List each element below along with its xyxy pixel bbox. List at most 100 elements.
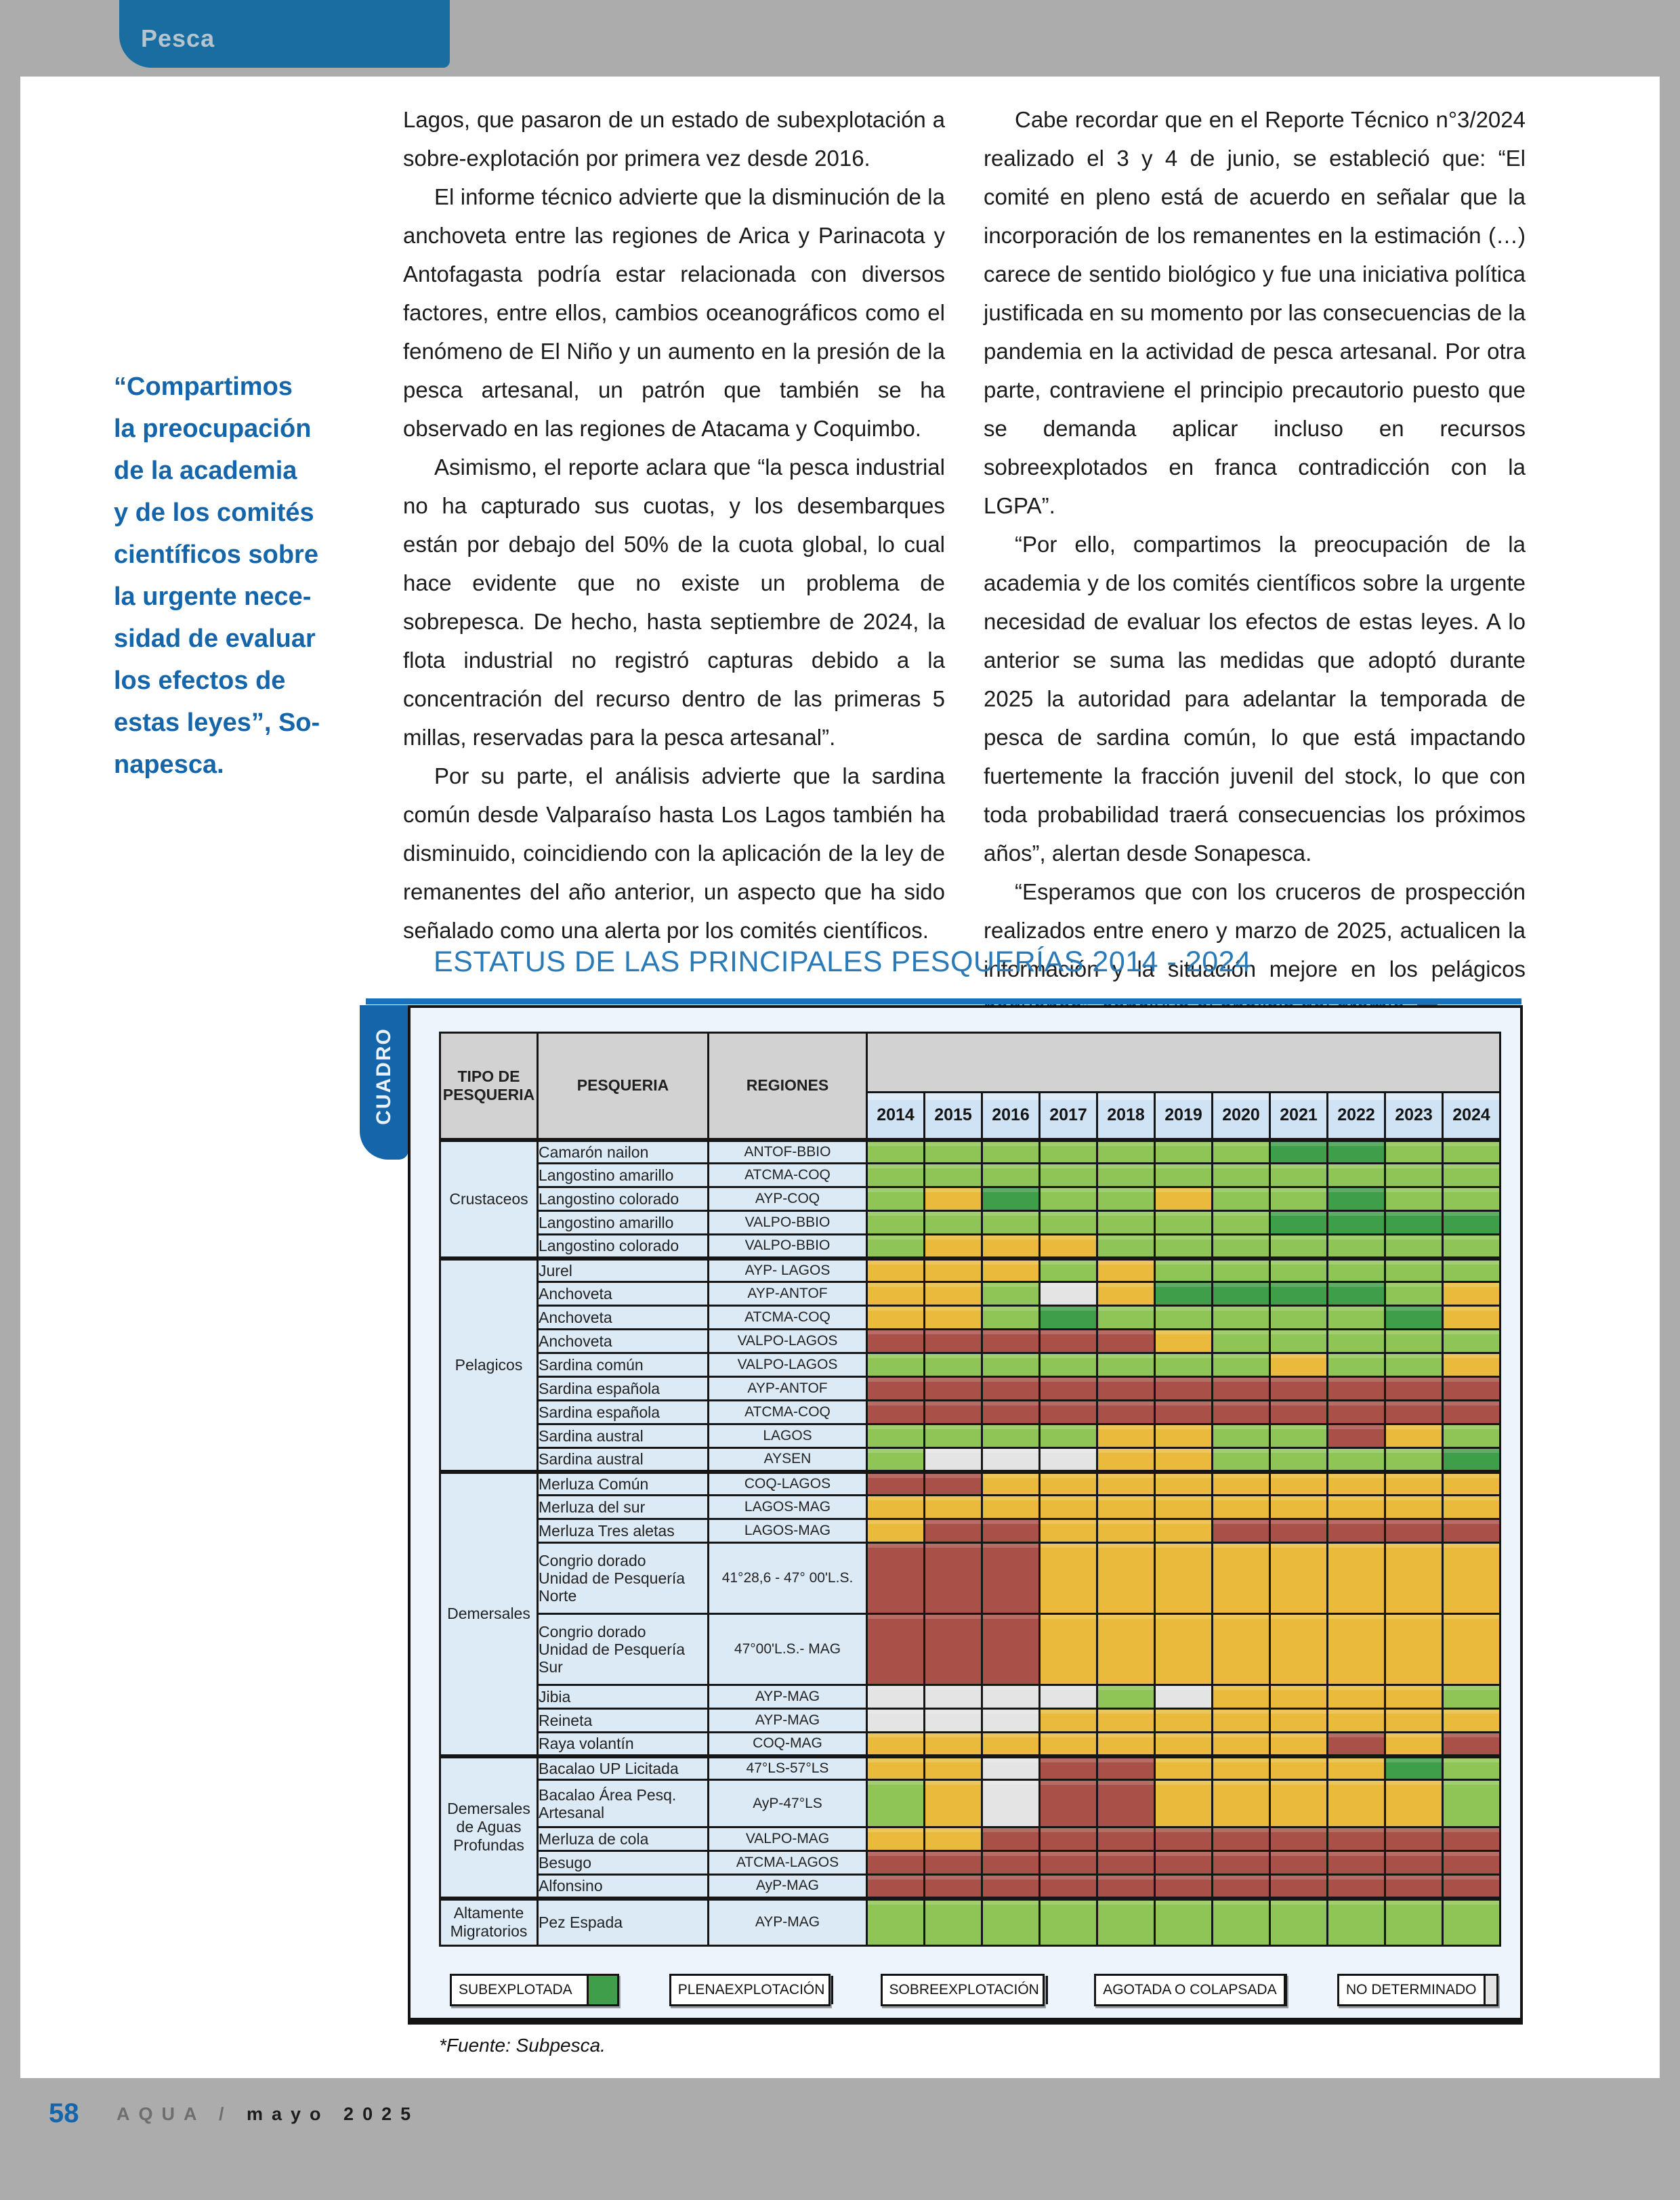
status-cell-2017 xyxy=(1038,1779,1098,1828)
pesqueria-label: Anchoveta xyxy=(537,1281,709,1307)
status-cell-2024 xyxy=(1441,1708,1502,1733)
status-cell-2021 xyxy=(1269,1731,1328,1757)
table-row: Congrio dorado Unidad de Pesquería Sur 47… xyxy=(440,1613,1502,1686)
chart-title-rule xyxy=(366,998,1521,1004)
pesqueria-label: Merluza del sur xyxy=(537,1494,709,1520)
status-cell-2020 xyxy=(1211,1137,1271,1164)
status-cell-2024 xyxy=(1441,1731,1502,1757)
status-cell-2016 xyxy=(981,1210,1041,1235)
status-cell-2020 xyxy=(1211,1542,1271,1615)
status-cell-2014 xyxy=(866,1399,925,1425)
status-cell-2019 xyxy=(1154,1352,1213,1378)
status-cell-2017 xyxy=(1038,1210,1098,1235)
year-header: 2017 xyxy=(1038,1091,1098,1141)
status-cell-2019 xyxy=(1154,1305,1213,1330)
status-cell-2021 xyxy=(1269,1233,1328,1259)
region-label: AYP-MAG xyxy=(707,1708,868,1733)
status-cell-2024 xyxy=(1441,1896,1502,1947)
status-cell-2020 xyxy=(1211,1423,1271,1449)
status-cell-2023 xyxy=(1384,1186,1444,1212)
pesqueria-label: Langostino colorado xyxy=(537,1233,709,1259)
page-number: 58 xyxy=(49,2098,79,2128)
pesqueria-label: Merluza Tres aletas xyxy=(537,1518,709,1544)
region-label: 47°00'L.S.- MAG xyxy=(707,1613,868,1686)
status-cell-2021 xyxy=(1269,1210,1328,1235)
status-cell-2015 xyxy=(923,1542,983,1615)
table-row: Langostino colorado AYP-COQ xyxy=(440,1186,1502,1212)
paragraph: Cabe recordar que en el Reporte Técnico … xyxy=(984,107,1526,518)
paragraph: Asimismo, el reporte aclara que “la pesc… xyxy=(403,454,945,750)
status-cell-2022 xyxy=(1326,1613,1386,1686)
pesqueria-label: Langostino colorado xyxy=(537,1186,709,1212)
status-cell-2020 xyxy=(1211,1281,1271,1307)
status-cell-2014 xyxy=(866,1186,925,1212)
status-cell-2022 xyxy=(1326,1469,1386,1496)
year-header: 2016 xyxy=(981,1091,1041,1141)
status-cell-2016 xyxy=(981,1423,1041,1449)
status-cell-2023 xyxy=(1384,1137,1444,1164)
status-cell-2015 xyxy=(923,1684,983,1710)
year-header: 2021 xyxy=(1269,1091,1328,1141)
status-cell-2015 xyxy=(923,1186,983,1212)
status-cell-2017 xyxy=(1038,1328,1098,1354)
status-cell-2017 xyxy=(1038,1376,1098,1401)
status-cell-2019 xyxy=(1154,1708,1213,1733)
status-cell-2022 xyxy=(1326,1399,1386,1425)
status-cell-2020 xyxy=(1211,1826,1271,1852)
table-row: Bacalao Área Pesq. Artesanal AyP-47°LS xyxy=(440,1779,1502,1828)
status-cell-2020 xyxy=(1211,1684,1271,1710)
status-cell-2024 xyxy=(1441,1210,1502,1235)
status-cell-2014 xyxy=(866,1754,925,1781)
status-cell-2018 xyxy=(1096,1352,1156,1378)
status-cell-2015 xyxy=(923,1447,983,1473)
pesqueria-label: Camarón nailon xyxy=(537,1137,709,1164)
status-cell-2017 xyxy=(1038,1494,1098,1520)
status-cell-2016 xyxy=(981,1850,1041,1876)
region-label: AYP-COQ xyxy=(707,1186,868,1212)
status-cell-2015 xyxy=(923,1826,983,1852)
status-cell-2023 xyxy=(1384,1896,1444,1947)
region-label: AYP-ANTOF xyxy=(707,1376,868,1401)
column-header: PESQUERIA xyxy=(537,1032,709,1141)
legend-swatch xyxy=(1045,1976,1048,2004)
status-cell-2021 xyxy=(1269,1376,1328,1401)
status-cell-2014 xyxy=(866,1874,925,1899)
page-footer: 58 AQUA / mayo 2025 xyxy=(49,2098,411,2129)
status-cell-2014 xyxy=(866,1210,925,1235)
status-cell-2019 xyxy=(1154,1186,1213,1212)
status-cell-2018 xyxy=(1096,1542,1156,1615)
region-label: COQ-MAG xyxy=(707,1731,868,1757)
legend-item: NO DETERMINADO xyxy=(1337,1974,1498,2006)
table-row: Jibia AYP-MAG xyxy=(440,1684,1502,1710)
status-cell-2015 xyxy=(923,1137,983,1164)
table-row: Crustaceos Camarón nailon ANTOF-BBIO xyxy=(439,1137,1502,1259)
status-cell-2022 xyxy=(1326,1210,1386,1235)
table-row: Alfonsino AyP-MAG xyxy=(440,1874,1502,1899)
status-cell-2023 xyxy=(1384,1447,1444,1473)
status-cell-2022 xyxy=(1326,1518,1386,1544)
status-cell-2017 xyxy=(1038,1826,1098,1852)
status-cell-2015 xyxy=(923,1850,983,1876)
status-cell-2023 xyxy=(1384,1399,1444,1425)
article-column-1: Lagos, que pasaron de un estado de subex… xyxy=(403,100,945,950)
region-label: AyP-47°LS xyxy=(707,1779,868,1828)
status-cell-2017 xyxy=(1038,1542,1098,1615)
pesqueria-label: Congrio dorado Unidad de Pesquería Sur xyxy=(537,1613,709,1686)
year-header: 2014 xyxy=(866,1091,925,1141)
status-cell-2024 xyxy=(1441,1447,1502,1473)
status-cell-2024 xyxy=(1441,1779,1502,1828)
status-cell-2023 xyxy=(1384,1305,1444,1330)
region-label: VALPO-BBIO xyxy=(707,1210,868,1235)
status-cell-2015 xyxy=(923,1494,983,1520)
status-cell-2019 xyxy=(1154,1494,1213,1520)
status-cell-2021 xyxy=(1269,1494,1328,1520)
status-cell-2014 xyxy=(866,1779,925,1828)
status-cell-2014 xyxy=(866,1162,925,1188)
table-row: Demersales de Aguas Profundas Bacalao UP … xyxy=(439,1754,1502,1899)
status-cell-2021 xyxy=(1269,1826,1328,1852)
status-cell-2015 xyxy=(923,1613,983,1686)
status-cell-2021 xyxy=(1269,1256,1328,1283)
year-header: 2022 xyxy=(1326,1091,1386,1141)
status-cell-2021 xyxy=(1269,1399,1328,1425)
status-cell-2014 xyxy=(866,1850,925,1876)
